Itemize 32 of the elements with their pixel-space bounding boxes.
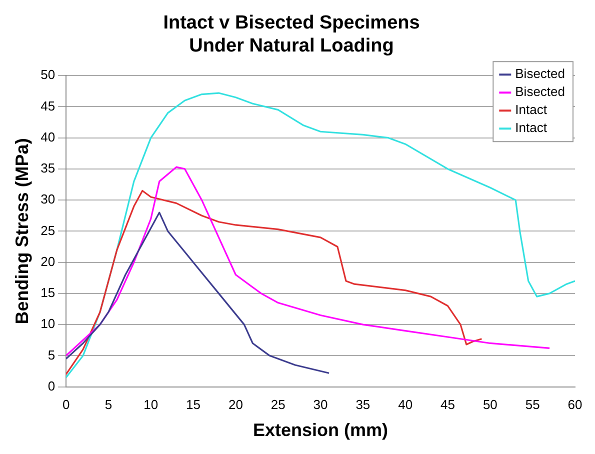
x-tick-label: 60 bbox=[568, 397, 582, 412]
legend-label: Intact bbox=[515, 102, 548, 118]
legend-label: Bisected bbox=[515, 84, 566, 100]
y-tick-label: 50 bbox=[40, 67, 56, 82]
y-tick-label: 15 bbox=[40, 285, 56, 300]
x-tick-label: 45 bbox=[440, 397, 455, 412]
x-tick-label: 35 bbox=[356, 397, 370, 412]
y-tick-label: 25 bbox=[40, 222, 56, 238]
x-tick-label: 15 bbox=[186, 397, 201, 412]
y-tick-label: 35 bbox=[40, 160, 56, 176]
y-tick-label: 40 bbox=[40, 129, 56, 144]
y-tick-label: 5 bbox=[48, 347, 56, 362]
legend-label: Intact bbox=[515, 120, 548, 136]
legend-label: Bisected bbox=[515, 66, 566, 82]
x-tick-label: 25 bbox=[270, 397, 286, 412]
y-tick-label: 0 bbox=[48, 378, 56, 394]
x-tick-label: 10 bbox=[144, 397, 158, 412]
x-tick-label: 55 bbox=[525, 397, 540, 412]
y-tick-label: 45 bbox=[40, 98, 56, 114]
y-axis-title: Bending Stress (MPa) bbox=[12, 138, 32, 324]
x-tick-label: 50 bbox=[482, 397, 498, 412]
x-axis-title: Extension (mm) bbox=[253, 420, 388, 440]
y-tick-label: 20 bbox=[40, 254, 56, 269]
x-tick-label: 5 bbox=[104, 397, 112, 412]
text: Intact v Bisected Specimens bbox=[163, 12, 420, 34]
x-tick-label: 40 bbox=[398, 397, 413, 412]
x-tick-label: 0 bbox=[62, 397, 70, 412]
y-tick-label: 10 bbox=[40, 316, 56, 332]
x-tick-label: 20 bbox=[228, 397, 243, 412]
x-tick-label: 30 bbox=[313, 397, 328, 412]
text: Under Natural Loading bbox=[189, 35, 394, 56]
y-tick-label: 30 bbox=[40, 192, 56, 207]
